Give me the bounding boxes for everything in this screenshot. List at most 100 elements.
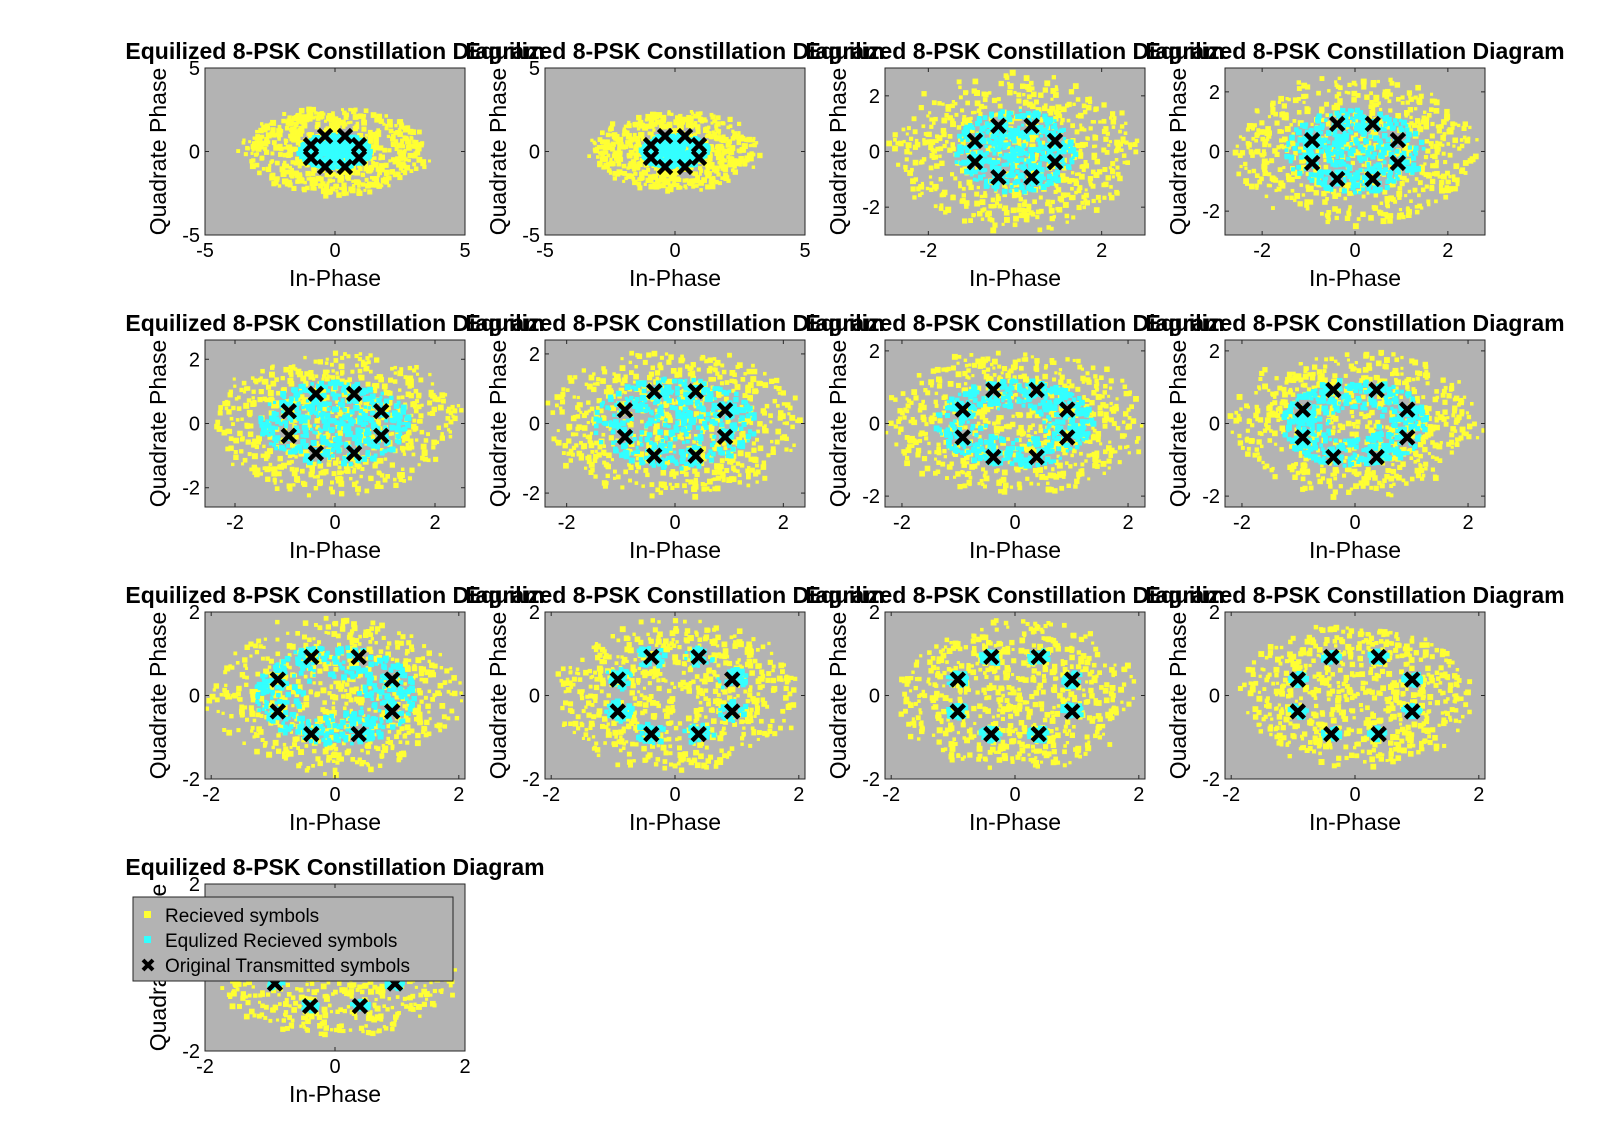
received-point: [990, 197, 996, 203]
received-point: [395, 130, 400, 135]
received-point: [1430, 154, 1434, 158]
received-point: [644, 118, 648, 122]
equalized-point: [1370, 154, 1376, 160]
equalized-point: [1068, 148, 1074, 154]
received-point: [360, 467, 365, 471]
x-tick-label: -2: [1253, 240, 1271, 262]
received-point: [1415, 84, 1421, 91]
received-point: [1277, 100, 1281, 104]
received-point: [1022, 139, 1029, 145]
received-point: [242, 457, 248, 463]
equalized-point: [1346, 156, 1351, 162]
equalized-point: [1361, 131, 1367, 137]
received-point: [245, 386, 251, 391]
received-point: [1324, 101, 1329, 107]
received-point: [249, 467, 254, 472]
equalized-point: [971, 170, 975, 174]
received-point: [384, 179, 390, 185]
equalized-point: [678, 152, 683, 156]
received-point: [456, 404, 461, 408]
received-point: [1451, 174, 1456, 178]
received-point: [1369, 110, 1376, 116]
received-point: [371, 176, 376, 181]
equalized-point: [1386, 173, 1393, 179]
received-point: [901, 127, 906, 132]
transmitted-marker: [1329, 170, 1346, 188]
received-point: [361, 359, 365, 364]
received-point: [1024, 212, 1030, 219]
received-point: [892, 145, 898, 152]
received-point: [273, 481, 277, 485]
received-point: [302, 449, 309, 456]
received-point: [941, 102, 945, 106]
equalized-point: [1001, 188, 1008, 195]
equalized-point: [1354, 182, 1361, 189]
received-point: [1109, 185, 1113, 189]
received-point: [961, 186, 966, 191]
received-point: [378, 118, 384, 124]
received-point: [1091, 169, 1096, 175]
received-point: [317, 463, 324, 469]
received-point: [1078, 148, 1083, 153]
equalized-point: [1291, 167, 1296, 172]
received-point: [985, 212, 991, 218]
received-point: [1450, 121, 1456, 127]
received-point: [1293, 150, 1298, 156]
received-point: [401, 144, 406, 149]
received-point: [928, 165, 934, 171]
received-point: [633, 152, 639, 158]
received-point: [331, 171, 336, 177]
received-point: [365, 356, 370, 361]
equalized-point: [356, 138, 362, 144]
received-point: [1053, 92, 1059, 98]
received-point: [1370, 131, 1375, 136]
equalized-point: [1357, 144, 1364, 150]
received-point: [283, 366, 289, 373]
received-point: [377, 471, 382, 476]
equalized-point: [334, 153, 339, 158]
equalized-point: [1372, 189, 1377, 194]
received-point: [324, 172, 330, 178]
received-point: [705, 133, 711, 138]
received-point: [625, 140, 630, 145]
received-point: [407, 139, 412, 144]
equalized-point: [1040, 150, 1046, 155]
received-point: [1032, 199, 1037, 205]
received-point: [1284, 126, 1291, 132]
received-point: [1121, 153, 1127, 158]
received-point: [650, 111, 656, 118]
received-point: [326, 369, 330, 373]
received-point: [988, 116, 994, 122]
received-point: [1276, 145, 1281, 150]
received-point: [956, 79, 962, 85]
y-tick-label: 0: [189, 142, 200, 164]
equalized-point: [672, 148, 678, 154]
received-point: [327, 113, 333, 119]
received-point: [308, 132, 315, 139]
received-point: [298, 128, 305, 134]
received-point: [983, 193, 988, 198]
received-point: [335, 375, 340, 380]
equalized-point: [1344, 111, 1350, 117]
equalized-point: [1023, 150, 1028, 156]
received-point: [1347, 91, 1351, 95]
equalized-point: [674, 158, 678, 162]
received-point: [1274, 152, 1280, 157]
received-point: [1409, 121, 1414, 126]
received-point: [413, 166, 419, 171]
equalized-point: [303, 155, 308, 161]
received-point: [291, 146, 298, 152]
received-point: [1046, 225, 1051, 230]
equalized-point: [973, 169, 978, 175]
received-point: [644, 123, 650, 129]
received-point: [1334, 80, 1338, 84]
equalized-point: [1017, 150, 1024, 157]
equalized-point: [1015, 169, 1020, 174]
received-point: [1035, 215, 1040, 220]
received-point: [271, 181, 277, 187]
received-point: [1313, 168, 1318, 174]
received-point: [953, 176, 958, 181]
received-point: [294, 455, 298, 459]
received-point: [1120, 139, 1126, 144]
equalized-point: [1394, 122, 1399, 127]
